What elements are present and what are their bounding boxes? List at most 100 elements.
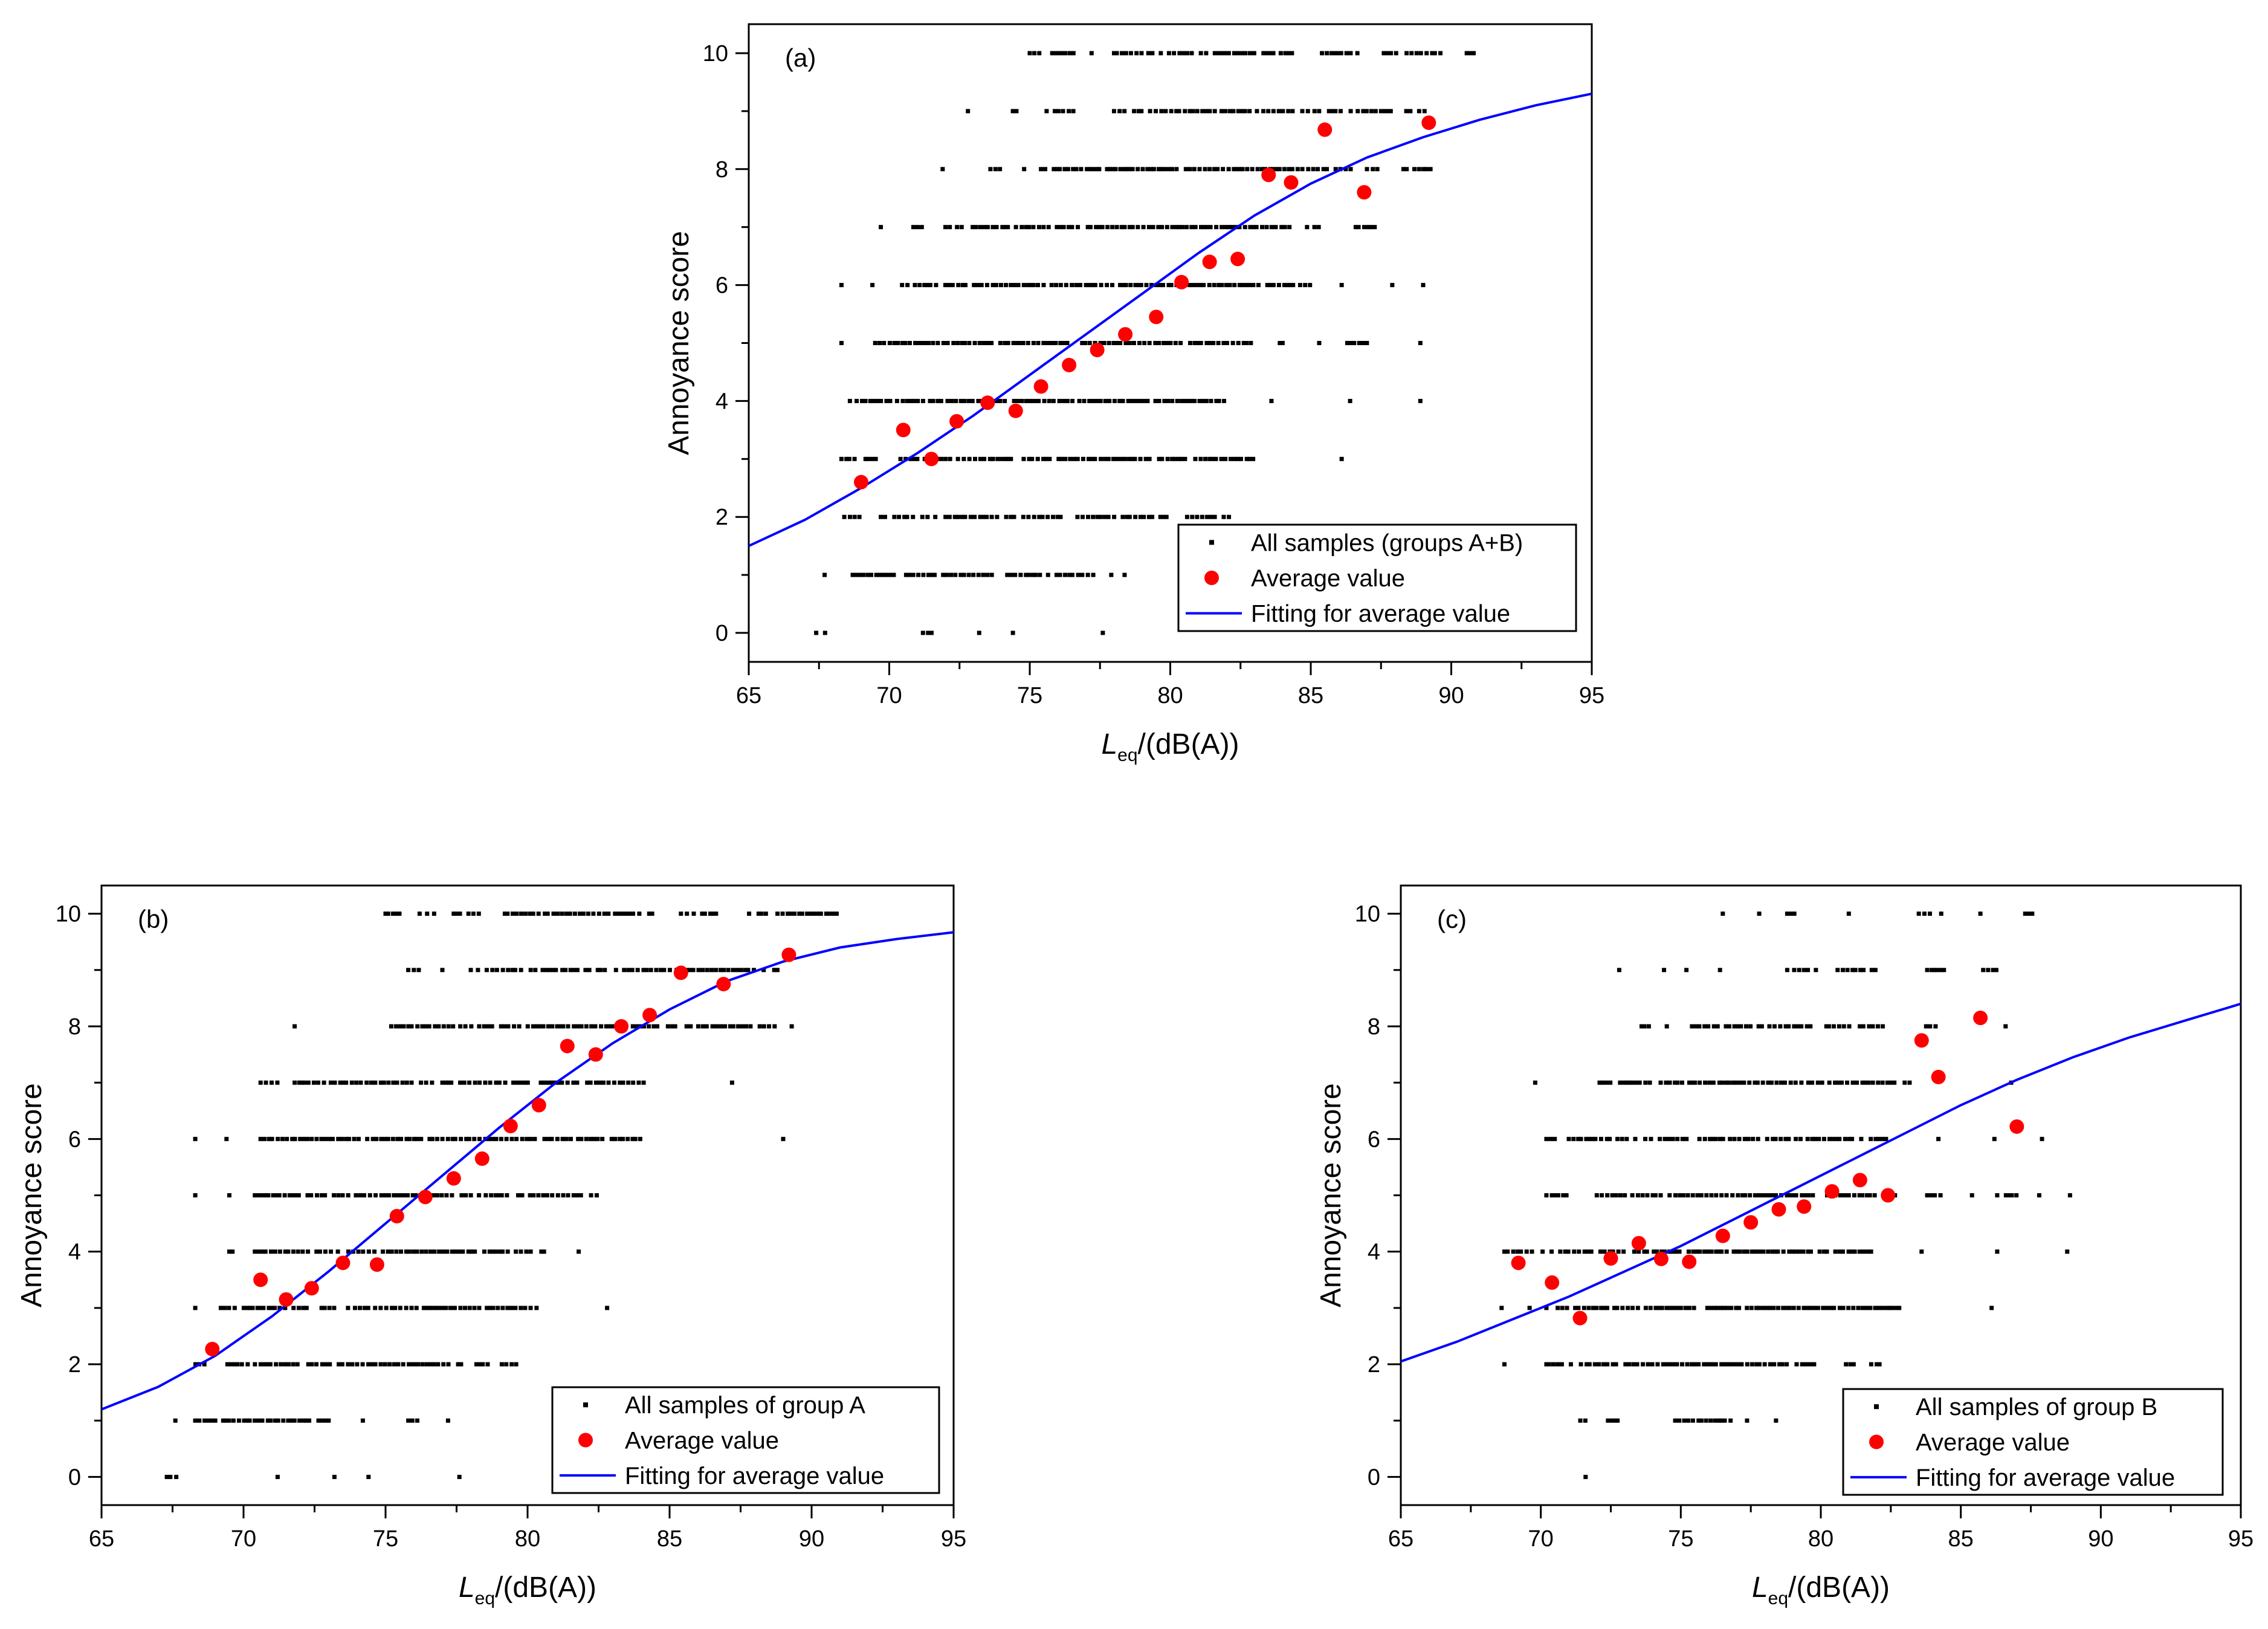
legend-samples-label: All samples of group B: [1916, 1394, 2157, 1420]
sample-point: [943, 283, 948, 288]
sample-point: [714, 912, 719, 916]
sample-point: [1850, 968, 1855, 973]
legend-average-label: Average value: [1916, 1430, 2070, 1456]
sample-point: [1678, 1306, 1683, 1310]
sample-point: [1256, 283, 1261, 288]
sample-point: [1348, 167, 1353, 172]
sample-point: [1720, 1136, 1725, 1141]
sample-point: [275, 1080, 280, 1085]
sample-point: [709, 968, 714, 973]
sample-point: [1837, 1306, 1842, 1310]
sample-point: [262, 1362, 267, 1367]
sample-point: [1203, 167, 1207, 172]
sample-point: [383, 1362, 387, 1367]
sample-point: [1126, 398, 1131, 403]
sample-point: [1235, 456, 1240, 461]
sample-point: [487, 1249, 492, 1254]
sample-point: [319, 1136, 324, 1141]
sample-point: [691, 912, 696, 916]
sample-point: [603, 968, 607, 973]
sample-point: [1061, 225, 1066, 230]
sample-point: [618, 1136, 622, 1141]
sample-point: [218, 1306, 223, 1310]
sample-point: [1766, 1249, 1771, 1254]
sample-point: [912, 456, 917, 461]
sample-point: [1226, 51, 1231, 56]
sample-point: [400, 1080, 405, 1085]
sample-point: [1022, 167, 1027, 172]
sample-point: [1687, 1306, 1691, 1310]
sample-point: [1056, 109, 1061, 114]
sample-point: [731, 968, 735, 973]
sample-point: [350, 1362, 355, 1367]
sample-point: [1077, 398, 1082, 403]
sample-point: [1860, 1080, 1865, 1085]
sample-point: [994, 225, 999, 230]
sample-point: [263, 1249, 268, 1254]
sample-point: [1361, 109, 1366, 114]
sample-point: [364, 1080, 369, 1085]
sample-point: [1707, 1080, 1712, 1085]
sample-point: [1894, 1306, 1899, 1310]
sample-point: [1867, 1193, 1872, 1197]
sample-point: [900, 283, 905, 288]
sample-point: [1705, 1249, 1710, 1254]
sample-point: [1373, 109, 1378, 114]
sample-point: [490, 968, 495, 973]
sample-point: [273, 1249, 277, 1254]
sample-point: [268, 1362, 273, 1367]
sample-point: [1855, 1080, 1859, 1085]
sample-point: [1709, 1249, 1714, 1254]
sample-point: [1635, 1193, 1640, 1197]
sample-point: [1624, 1136, 1629, 1141]
sample-point: [431, 912, 436, 916]
sample-point: [1362, 225, 1367, 230]
sample-point: [597, 1080, 602, 1085]
sample-point: [1636, 1249, 1641, 1254]
sample-point: [700, 912, 705, 916]
sample-point: [1016, 341, 1021, 345]
sample-point: [1887, 1306, 1892, 1310]
sample-point: [1051, 398, 1056, 403]
sample-point: [1170, 225, 1175, 230]
sample-point: [1934, 968, 1939, 973]
sample-point: [874, 572, 879, 577]
sample-point: [1578, 1136, 1583, 1141]
sample-point: [1642, 1249, 1647, 1254]
sample-point: [1112, 51, 1116, 56]
sample-point: [1143, 456, 1148, 461]
sample-point: [477, 1193, 482, 1197]
sample-point: [596, 912, 601, 916]
sample-point: [210, 1418, 215, 1423]
sample-point: [1027, 456, 1032, 461]
sample-point: [740, 1024, 745, 1029]
sample-point: [1093, 283, 1097, 288]
sample-point: [1640, 1193, 1645, 1197]
sample-point: [1088, 225, 1093, 230]
sample-point: [1278, 51, 1283, 56]
sample-point: [1091, 514, 1096, 519]
sample-point: [610, 1024, 615, 1029]
sample-point: [1670, 1136, 1675, 1141]
sample-point: [789, 1024, 794, 1029]
sample-point: [1058, 283, 1063, 288]
sample-point: [922, 341, 927, 345]
sample-point: [1026, 514, 1031, 519]
sample-point: [971, 225, 975, 230]
sample-point: [1124, 167, 1129, 172]
sample-point: [256, 1418, 261, 1423]
sample-point: [1865, 1249, 1870, 1254]
sample-point: [1348, 51, 1353, 56]
sample-point: [1853, 968, 1858, 973]
sample-point: [253, 1249, 257, 1254]
sample-point: [606, 912, 611, 916]
legend-sample-marker: [583, 1402, 588, 1408]
sample-point: [1992, 1136, 1997, 1141]
sample-point: [328, 1362, 332, 1367]
sample-point: [922, 283, 927, 288]
sample-point: [978, 514, 983, 519]
sample-point: [1041, 283, 1046, 288]
sample-point: [415, 1249, 419, 1254]
sample-point: [1372, 225, 1377, 230]
sample-point: [1721, 1306, 1726, 1310]
